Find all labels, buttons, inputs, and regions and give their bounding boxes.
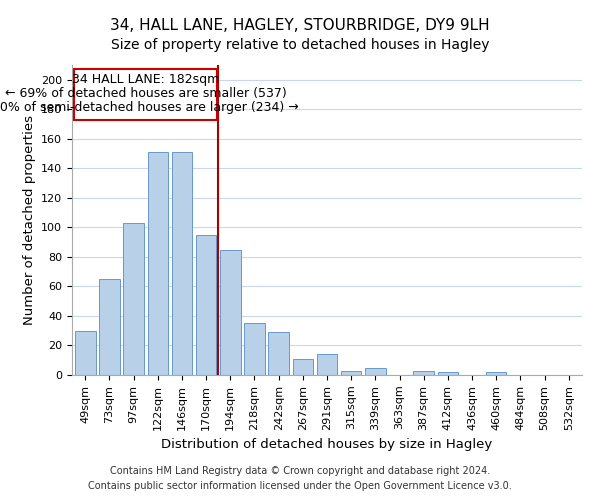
Bar <box>244 324 265 375</box>
Text: ← 69% of detached houses are smaller (537): ← 69% of detached houses are smaller (53… <box>5 86 287 100</box>
Bar <box>148 152 168 375</box>
Text: Contains public sector information licensed under the Open Government Licence v3: Contains public sector information licen… <box>88 481 512 491</box>
FancyBboxPatch shape <box>74 70 217 119</box>
Text: 34 HALL LANE: 182sqm: 34 HALL LANE: 182sqm <box>72 74 220 86</box>
Bar <box>220 250 241 375</box>
Bar <box>99 279 120 375</box>
Bar <box>413 370 434 375</box>
Bar <box>293 359 313 375</box>
Bar <box>486 372 506 375</box>
Bar <box>437 372 458 375</box>
Bar <box>124 223 144 375</box>
Y-axis label: Number of detached properties: Number of detached properties <box>23 115 35 325</box>
Bar <box>75 330 95 375</box>
Text: Size of property relative to detached houses in Hagley: Size of property relative to detached ho… <box>111 38 489 52</box>
Text: Contains HM Land Registry data © Crown copyright and database right 2024.: Contains HM Land Registry data © Crown c… <box>110 466 490 476</box>
Bar <box>268 332 289 375</box>
X-axis label: Distribution of detached houses by size in Hagley: Distribution of detached houses by size … <box>161 438 493 451</box>
Bar <box>317 354 337 375</box>
Bar <box>196 235 217 375</box>
Bar <box>365 368 386 375</box>
Text: 30% of semi-detached houses are larger (234) →: 30% of semi-detached houses are larger (… <box>0 102 299 114</box>
Bar <box>341 370 361 375</box>
Bar <box>172 152 192 375</box>
Text: 34, HALL LANE, HAGLEY, STOURBRIDGE, DY9 9LH: 34, HALL LANE, HAGLEY, STOURBRIDGE, DY9 … <box>110 18 490 32</box>
